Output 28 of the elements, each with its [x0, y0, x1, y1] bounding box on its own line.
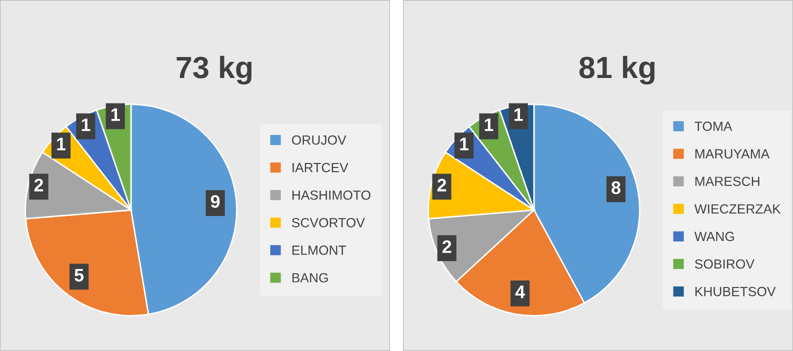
legend-label: MARESCH — [695, 176, 760, 186]
data-label: 1 — [57, 138, 66, 150]
data-label: 1 — [484, 118, 494, 131]
legend-label: SOBIROV — [694, 259, 754, 269]
legend-label: IARTCEV — [292, 162, 348, 172]
data-label: 2 — [442, 240, 452, 253]
chart-title: 73 kg — [176, 56, 252, 85]
data-label: 2 — [437, 178, 446, 192]
legend-label: HASHIMOTO — [292, 190, 370, 200]
legend-label: TOMA — [694, 122, 732, 131]
legend-label: MARUYAMA — [695, 149, 770, 158]
legend-label: ELMONT — [292, 246, 346, 255]
legend-label: KHUBETSOV — [695, 286, 776, 296]
legend-label: SCVORTOV — [292, 218, 365, 228]
data-label: 1 — [111, 108, 120, 121]
data-label: 1 — [460, 138, 469, 150]
legend-label: ORUJOV — [292, 135, 346, 145]
data-label: 1 — [514, 108, 523, 121]
legend-label: WANG — [694, 232, 734, 242]
data-label: 8 — [612, 181, 620, 194]
data-label: 5 — [74, 268, 84, 282]
data-label: 9 — [210, 195, 220, 208]
legend-label: WIECZERZAK — [694, 204, 781, 214]
data-label: 4 — [515, 286, 526, 298]
data-label: 2 — [34, 178, 44, 192]
legend-label: BANG — [292, 273, 328, 282]
chart-title: 81 kg — [579, 56, 655, 85]
data-label: 1 — [82, 118, 90, 131]
